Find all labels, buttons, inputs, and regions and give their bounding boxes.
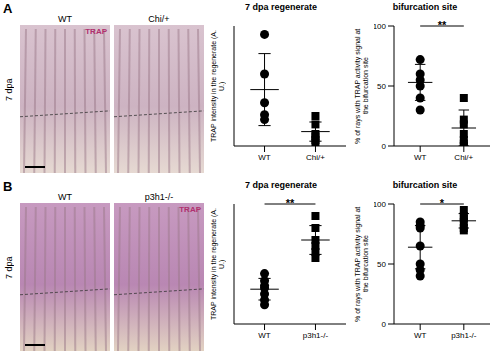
svg-text:50: 50	[377, 260, 386, 269]
svg-text:0: 0	[382, 320, 387, 329]
html-text:Chi/+: Chi/+	[148, 14, 170, 24]
svg-text:WT: WT	[414, 153, 427, 162]
html-text:WT: WT	[58, 192, 72, 202]
html-text:WT: WT	[58, 14, 72, 24]
html-text:7 dpa: 7 dpa	[4, 256, 14, 280]
svg-text:**: **	[286, 197, 295, 209]
html-text:p3h1-/-: p3h1-/-	[144, 192, 174, 202]
svg-text:100: 100	[374, 22, 387, 31]
html-text:TRAP intensity in the regenera: TRAP intensity in the regenerate (A. U.)	[210, 208, 225, 320]
svg-text:*: *	[440, 197, 445, 209]
html-text:TRAP intensity in the regenera: TRAP intensity in the regenerate (A. U.)	[210, 30, 225, 142]
svg-text:Chi/+: Chi/+	[454, 153, 473, 162]
svg-text:**: **	[438, 19, 447, 31]
svg-text:50: 50	[377, 82, 386, 91]
html-text:7 dpa regenerate: 7 dpa regenerate	[245, 2, 317, 12]
html-text:TRAP: TRAP	[85, 27, 107, 36]
html-text:bifurcation site: bifurcation site	[392, 2, 458, 12]
svg-text:WT: WT	[258, 331, 271, 340]
html-text:7 dpa regenerate: 7 dpa regenerate	[245, 180, 317, 190]
html-text:TRAP: TRAP	[179, 205, 201, 214]
svg-text:100: 100	[374, 200, 387, 209]
svg-text:Chi/+: Chi/+	[306, 153, 325, 162]
svg-text:p3h1-/-: p3h1-/-	[451, 331, 477, 340]
html-text:A: A	[3, 1, 13, 16]
html-text:B: B	[3, 179, 13, 194]
svg-text:WT: WT	[258, 153, 271, 162]
html-text:bifurcation site: bifurcation site	[392, 180, 458, 190]
html-text:% of rays with TRAP activity s: % of rays with TRAP activity signal at t…	[354, 28, 369, 144]
html-text:% of rays with TRAP activity s: % of rays with TRAP activity signal at t…	[354, 206, 369, 322]
svg-text:p3h1-/-: p3h1-/-	[303, 331, 329, 340]
svg-text:WT: WT	[414, 331, 427, 340]
html-text:7 dpa: 7 dpa	[4, 78, 14, 102]
svg-text:0: 0	[382, 142, 387, 151]
